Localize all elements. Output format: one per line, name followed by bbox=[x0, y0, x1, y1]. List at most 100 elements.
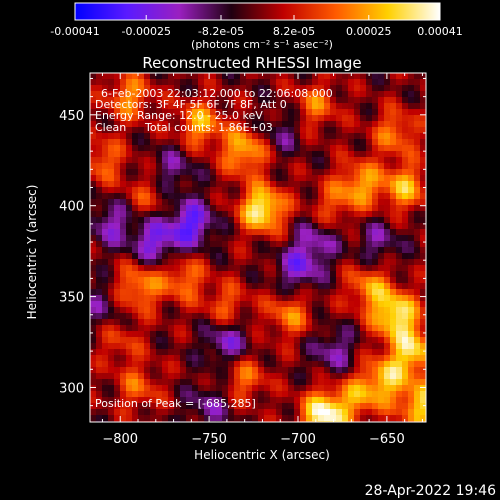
heatmap-cell bbox=[114, 301, 121, 308]
heatmap-cell bbox=[276, 409, 283, 416]
heatmap-cell bbox=[252, 397, 259, 404]
heatmap-cell bbox=[90, 109, 97, 116]
heatmap-cell bbox=[132, 295, 139, 302]
heatmap-cell bbox=[138, 169, 145, 176]
heatmap-cell bbox=[408, 409, 415, 416]
heatmap-cell bbox=[246, 259, 253, 266]
heatmap-cell bbox=[348, 109, 355, 116]
heatmap-cell bbox=[126, 409, 133, 416]
heatmap-cell bbox=[168, 367, 175, 374]
heatmap-cell bbox=[156, 103, 163, 110]
heatmap-cell bbox=[264, 391, 271, 398]
heatmap-cell bbox=[180, 193, 187, 200]
heatmap-cell bbox=[234, 343, 241, 350]
heatmap-cell bbox=[126, 235, 133, 242]
heatmap-cell bbox=[252, 79, 259, 86]
heatmap-cell bbox=[168, 157, 175, 164]
heatmap-cell bbox=[402, 157, 409, 164]
heatmap-cell bbox=[180, 163, 187, 170]
heatmap-cell bbox=[252, 409, 259, 416]
heatmap-cell bbox=[318, 349, 325, 356]
heatmap-cell bbox=[150, 235, 157, 242]
heatmap-cell bbox=[108, 229, 115, 236]
heatmap-cell bbox=[234, 283, 241, 290]
heatmap-cell bbox=[204, 289, 211, 296]
heatmap-cell bbox=[210, 133, 217, 140]
heatmap-cell bbox=[210, 283, 217, 290]
heatmap-cell bbox=[246, 175, 253, 182]
heatmap-cell bbox=[162, 295, 169, 302]
heatmap-cell bbox=[354, 229, 361, 236]
heatmap-cell bbox=[342, 343, 349, 350]
heatmap-cell bbox=[150, 403, 157, 410]
heatmap-cell bbox=[96, 289, 103, 296]
heatmap-cell bbox=[216, 319, 223, 326]
heatmap-cell bbox=[420, 385, 426, 392]
heatmap-cell bbox=[192, 175, 199, 182]
heatmap-cell bbox=[420, 229, 426, 236]
heatmap-cell bbox=[252, 379, 259, 386]
heatmap-cell bbox=[378, 205, 385, 212]
heatmap-cell bbox=[210, 367, 217, 374]
heatmap-cell bbox=[132, 265, 139, 272]
heatmap-cell bbox=[414, 325, 421, 332]
heatmap-cell bbox=[366, 373, 373, 380]
heatmap-cell bbox=[234, 403, 241, 410]
heatmap-cell bbox=[402, 115, 409, 122]
heatmap-cell bbox=[372, 337, 379, 344]
heatmap-cell bbox=[90, 403, 97, 410]
heatmap-cell bbox=[150, 253, 157, 260]
heatmap-cell bbox=[312, 229, 319, 236]
heatmap-cell bbox=[336, 361, 343, 368]
heatmap-cell bbox=[408, 145, 415, 152]
heatmap-cell bbox=[234, 415, 241, 422]
heatmap-cell bbox=[126, 415, 133, 422]
heatmap-cell bbox=[180, 277, 187, 284]
heatmap-cell bbox=[168, 253, 175, 260]
heatmap-cell bbox=[288, 157, 295, 164]
heatmap-cell bbox=[318, 157, 325, 164]
heatmap-cell bbox=[192, 79, 199, 86]
heatmap-cell bbox=[348, 313, 355, 320]
heatmap-cell bbox=[372, 97, 379, 104]
heatmap-cell bbox=[342, 229, 349, 236]
heatmap-cell bbox=[102, 235, 109, 242]
heatmap-cell bbox=[354, 259, 361, 266]
heatmap-cell bbox=[204, 211, 211, 218]
heatmap-cell bbox=[300, 361, 307, 368]
heatmap-cell bbox=[312, 103, 319, 110]
heatmap-cell bbox=[246, 133, 253, 140]
heatmap-cell bbox=[204, 385, 211, 392]
heatmap-cell bbox=[234, 235, 241, 242]
heatmap-cell bbox=[240, 223, 247, 230]
heatmap-cell bbox=[336, 313, 343, 320]
heatmap-cell bbox=[186, 205, 193, 212]
heatmap-cell bbox=[150, 349, 157, 356]
heatmap-cell bbox=[300, 169, 307, 176]
heatmap-cell bbox=[420, 217, 426, 224]
heatmap-cell bbox=[360, 403, 367, 410]
heatmap-cell bbox=[168, 97, 175, 104]
heatmap-cell bbox=[348, 337, 355, 344]
heatmap-cell bbox=[228, 349, 235, 356]
heatmap-cell bbox=[324, 223, 331, 230]
heatmap-cell bbox=[312, 115, 319, 122]
heatmap-cell bbox=[180, 265, 187, 272]
heatmap-cell bbox=[378, 379, 385, 386]
heatmap-cell bbox=[120, 217, 127, 224]
heatmap-cell bbox=[108, 265, 115, 272]
heatmap-cell bbox=[396, 307, 403, 314]
heatmap-cell bbox=[90, 307, 97, 314]
heatmap-cell bbox=[246, 409, 253, 416]
heatmap-cell bbox=[90, 127, 97, 134]
heatmap-cell bbox=[294, 337, 301, 344]
heatmap-cell bbox=[276, 313, 283, 320]
heatmap-cell bbox=[186, 265, 193, 272]
heatmap-cell bbox=[318, 235, 325, 242]
heatmap-cell bbox=[156, 157, 163, 164]
heatmap-cell bbox=[282, 127, 289, 134]
heatmap-cell bbox=[168, 229, 175, 236]
heatmap-cell bbox=[390, 283, 397, 290]
heatmap-cell bbox=[348, 163, 355, 170]
heatmap-cell bbox=[276, 283, 283, 290]
